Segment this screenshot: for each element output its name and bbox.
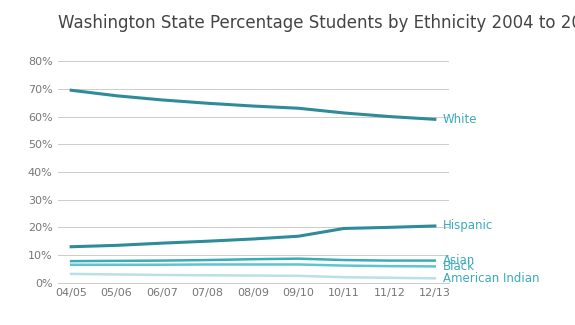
Text: Black: Black (443, 260, 475, 273)
Text: American Indian: American Indian (443, 272, 539, 285)
Text: Asian: Asian (443, 254, 476, 267)
Text: White: White (443, 113, 478, 126)
Text: Washington State Percentage Students by Ethnicity 2004 to 2013: Washington State Percentage Students by … (58, 14, 575, 32)
Text: Hispanic: Hispanic (443, 219, 493, 232)
